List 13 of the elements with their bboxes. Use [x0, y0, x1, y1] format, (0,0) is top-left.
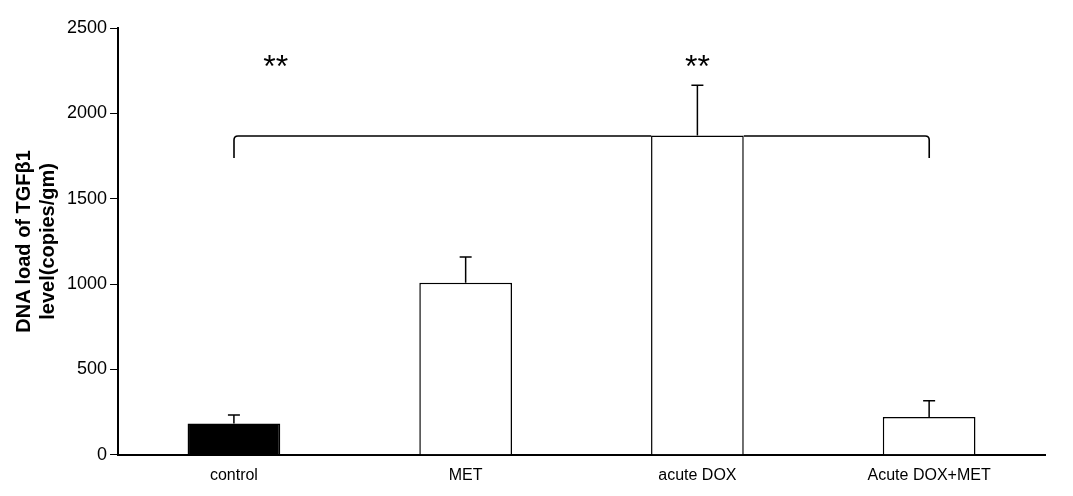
y-tick-label: 1500: [67, 187, 108, 208]
y-axis-title: DNA load of TGFβ1 level(copies/gm): [11, 150, 58, 333]
annotation: **: [263, 47, 289, 84]
y-tick-label: 0: [97, 443, 108, 464]
y-tick-label: 2000: [67, 102, 108, 123]
x-tick-label: MET: [448, 465, 483, 483]
x-tick-label: acute DOX: [658, 465, 737, 483]
x-tick-label: Acute DOX+MET: [867, 465, 991, 483]
y-tick-label: 500: [77, 358, 108, 379]
y-tick-label: 2500: [67, 16, 108, 37]
y-tick-label: 1000: [67, 273, 108, 294]
x-tick-label: control: [209, 465, 258, 483]
annotation: **: [684, 47, 710, 84]
